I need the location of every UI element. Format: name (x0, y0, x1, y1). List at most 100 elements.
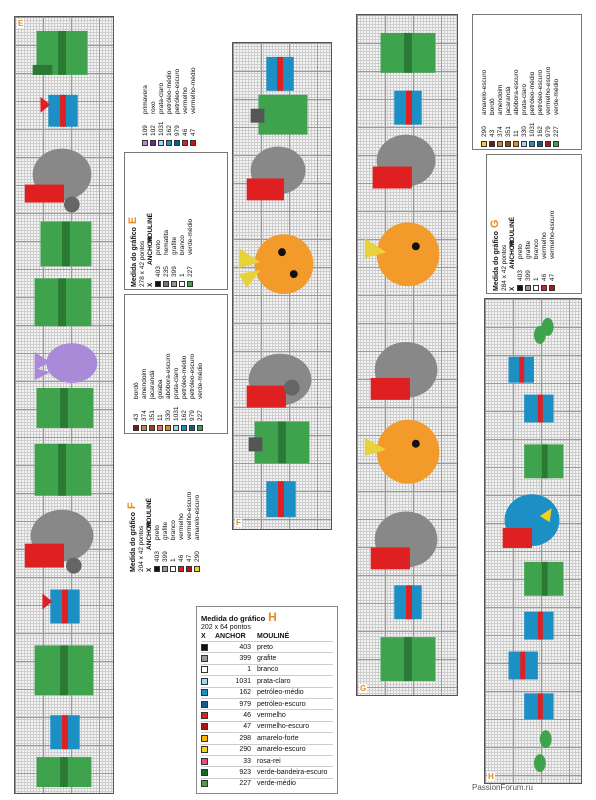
color-name: hematita (163, 230, 170, 255)
gift-box-icon (524, 444, 564, 479)
color-swatch-icon (181, 140, 188, 146)
color-swatch-icon (536, 141, 543, 147)
legend-e-extra: 109 primavera 102 roxo 1031 prata-claro 162 pet… (124, 14, 222, 150)
color-swatch-icon (196, 425, 203, 431)
anchor-number: 235 (163, 266, 170, 277)
color-name: preto (257, 643, 273, 651)
santa-hat-icon (370, 342, 438, 400)
legend-g-list: Medida do gráficoG 284 x 42 pontos X ANCH… (489, 210, 557, 291)
color-swatch-icon (496, 141, 503, 147)
anchor-number: 227 (553, 126, 560, 137)
color-name: petróleo-médio (257, 689, 304, 697)
moose-icon (238, 234, 314, 294)
legend-row: 351 jacarandá (504, 67, 513, 147)
legend-e-letter: E (127, 216, 139, 225)
legend-g: Medida do gráficoG 284 x 42 pontos X ANCH… (486, 154, 582, 294)
footprints-icon (533, 730, 552, 773)
color-swatch-icon (201, 712, 208, 720)
legend-row: 403 preto (201, 641, 333, 652)
color-name: branco (533, 239, 540, 259)
anchor-number: 33 (243, 757, 251, 765)
gift-box-icon (394, 585, 422, 620)
color-swatch-icon (132, 425, 139, 431)
legend-row: 979 petróleo-escuro (201, 697, 333, 709)
anchor-number: 47 (549, 273, 556, 281)
gift-box-icon (380, 32, 436, 73)
color-name: goiaba (157, 379, 164, 399)
anchor-number: 11 (513, 130, 520, 137)
chart-strip-f: F (232, 42, 332, 530)
color-swatch-icon (201, 723, 208, 731)
anchor-number: 46 (541, 273, 548, 281)
gift-box-icon (40, 221, 92, 267)
color-swatch-icon (201, 700, 208, 708)
legend-row: 46 vermelho (177, 492, 186, 572)
legend-row: 227 verde-médio (552, 67, 561, 147)
color-swatch-icon (201, 677, 208, 685)
gift-box-icon (394, 90, 422, 125)
color-swatch-icon (153, 566, 160, 572)
gift-box-icon (50, 715, 80, 750)
color-swatch-icon (178, 281, 185, 287)
legend-row: 109 primavera (141, 67, 150, 146)
color-name: petróleo-escuro (537, 69, 544, 115)
color-swatch-icon (186, 281, 193, 287)
legend-row: 1 branco (201, 663, 333, 675)
color-swatch-icon (201, 655, 208, 663)
moose-icon (364, 419, 440, 484)
bunny-icon (34, 343, 98, 384)
color-name: bordô (489, 98, 496, 115)
color-swatch-icon (188, 425, 195, 431)
legend-row: 290 amarelo-escuro (201, 743, 333, 755)
color-swatch-icon (189, 140, 196, 146)
color-swatch-icon (512, 141, 519, 147)
color-name: amarelo-forte (257, 734, 299, 742)
color-name: petróleo-escuro (189, 353, 196, 399)
color-name: prata-claro (521, 83, 528, 115)
legend-f: Medida do gráficoF 204 x 42 pontos X ANCH… (124, 436, 228, 576)
legend-row: 227 verde-médio (201, 777, 333, 789)
legend-g-extra-list: 290 amarelo-escuro 43 bordô 374 amendoim 351 ja… (480, 67, 561, 147)
color-swatch-icon (201, 757, 208, 765)
legend-row: 399 grafite (524, 211, 533, 291)
color-name: petróleo-escuro (174, 68, 181, 114)
santa-hat-icon (246, 353, 312, 408)
color-name: prata-claro (257, 677, 291, 685)
gift-box-icon (248, 421, 310, 464)
gift-box-icon (266, 481, 296, 518)
color-name: vermelho (178, 513, 185, 540)
color-name: branco (170, 520, 177, 540)
legend-row: 47 vermelho-escuro (185, 492, 194, 572)
color-name: primavera (142, 85, 149, 114)
chart-letter-tag-f: F (235, 518, 242, 527)
color-swatch-icon (480, 141, 487, 147)
chart-strip-e: E (14, 16, 114, 794)
legend-h-letter: H (268, 610, 277, 624)
legend-e-extra-list: 109 primavera 102 roxo 1031 prata-claro 162 pet… (141, 67, 198, 146)
gift-box-icon (508, 356, 534, 383)
legend-row: 162 petróleo-médio (201, 686, 333, 698)
legend-row: 47 vermelho-escuro (548, 210, 557, 291)
color-swatch-icon (173, 140, 180, 146)
anchor-number: 290 (194, 551, 201, 562)
chart-strip-g: G (356, 14, 458, 696)
footprints-icon (533, 317, 554, 344)
color-name: grafite (257, 655, 277, 663)
anchor-number: 1 (533, 277, 540, 281)
legend-row: 46 vermelho (201, 709, 333, 720)
anchor-number: 46 (243, 712, 251, 720)
legend-row: 1 branco (178, 213, 187, 287)
color-name: amarelo-escuro (257, 746, 306, 754)
anchor-number: 47 (190, 128, 197, 136)
color-swatch-icon (141, 140, 148, 146)
gift-box-icon (524, 394, 554, 423)
color-name: vermelho-escuro (549, 210, 556, 259)
anchor-number: 374 (141, 410, 148, 421)
legend-row: 46 vermelho (540, 211, 549, 291)
color-swatch-icon (544, 141, 551, 147)
anchor-number: 162 (239, 689, 251, 697)
anchor-number: 403 (155, 266, 162, 277)
anchor-number: 290 (239, 746, 251, 754)
color-name: preto (155, 240, 162, 255)
legend-f-extra: 43 bordô 374 amendoim 351 jacarandá 11 goiaba 33… (124, 294, 228, 434)
